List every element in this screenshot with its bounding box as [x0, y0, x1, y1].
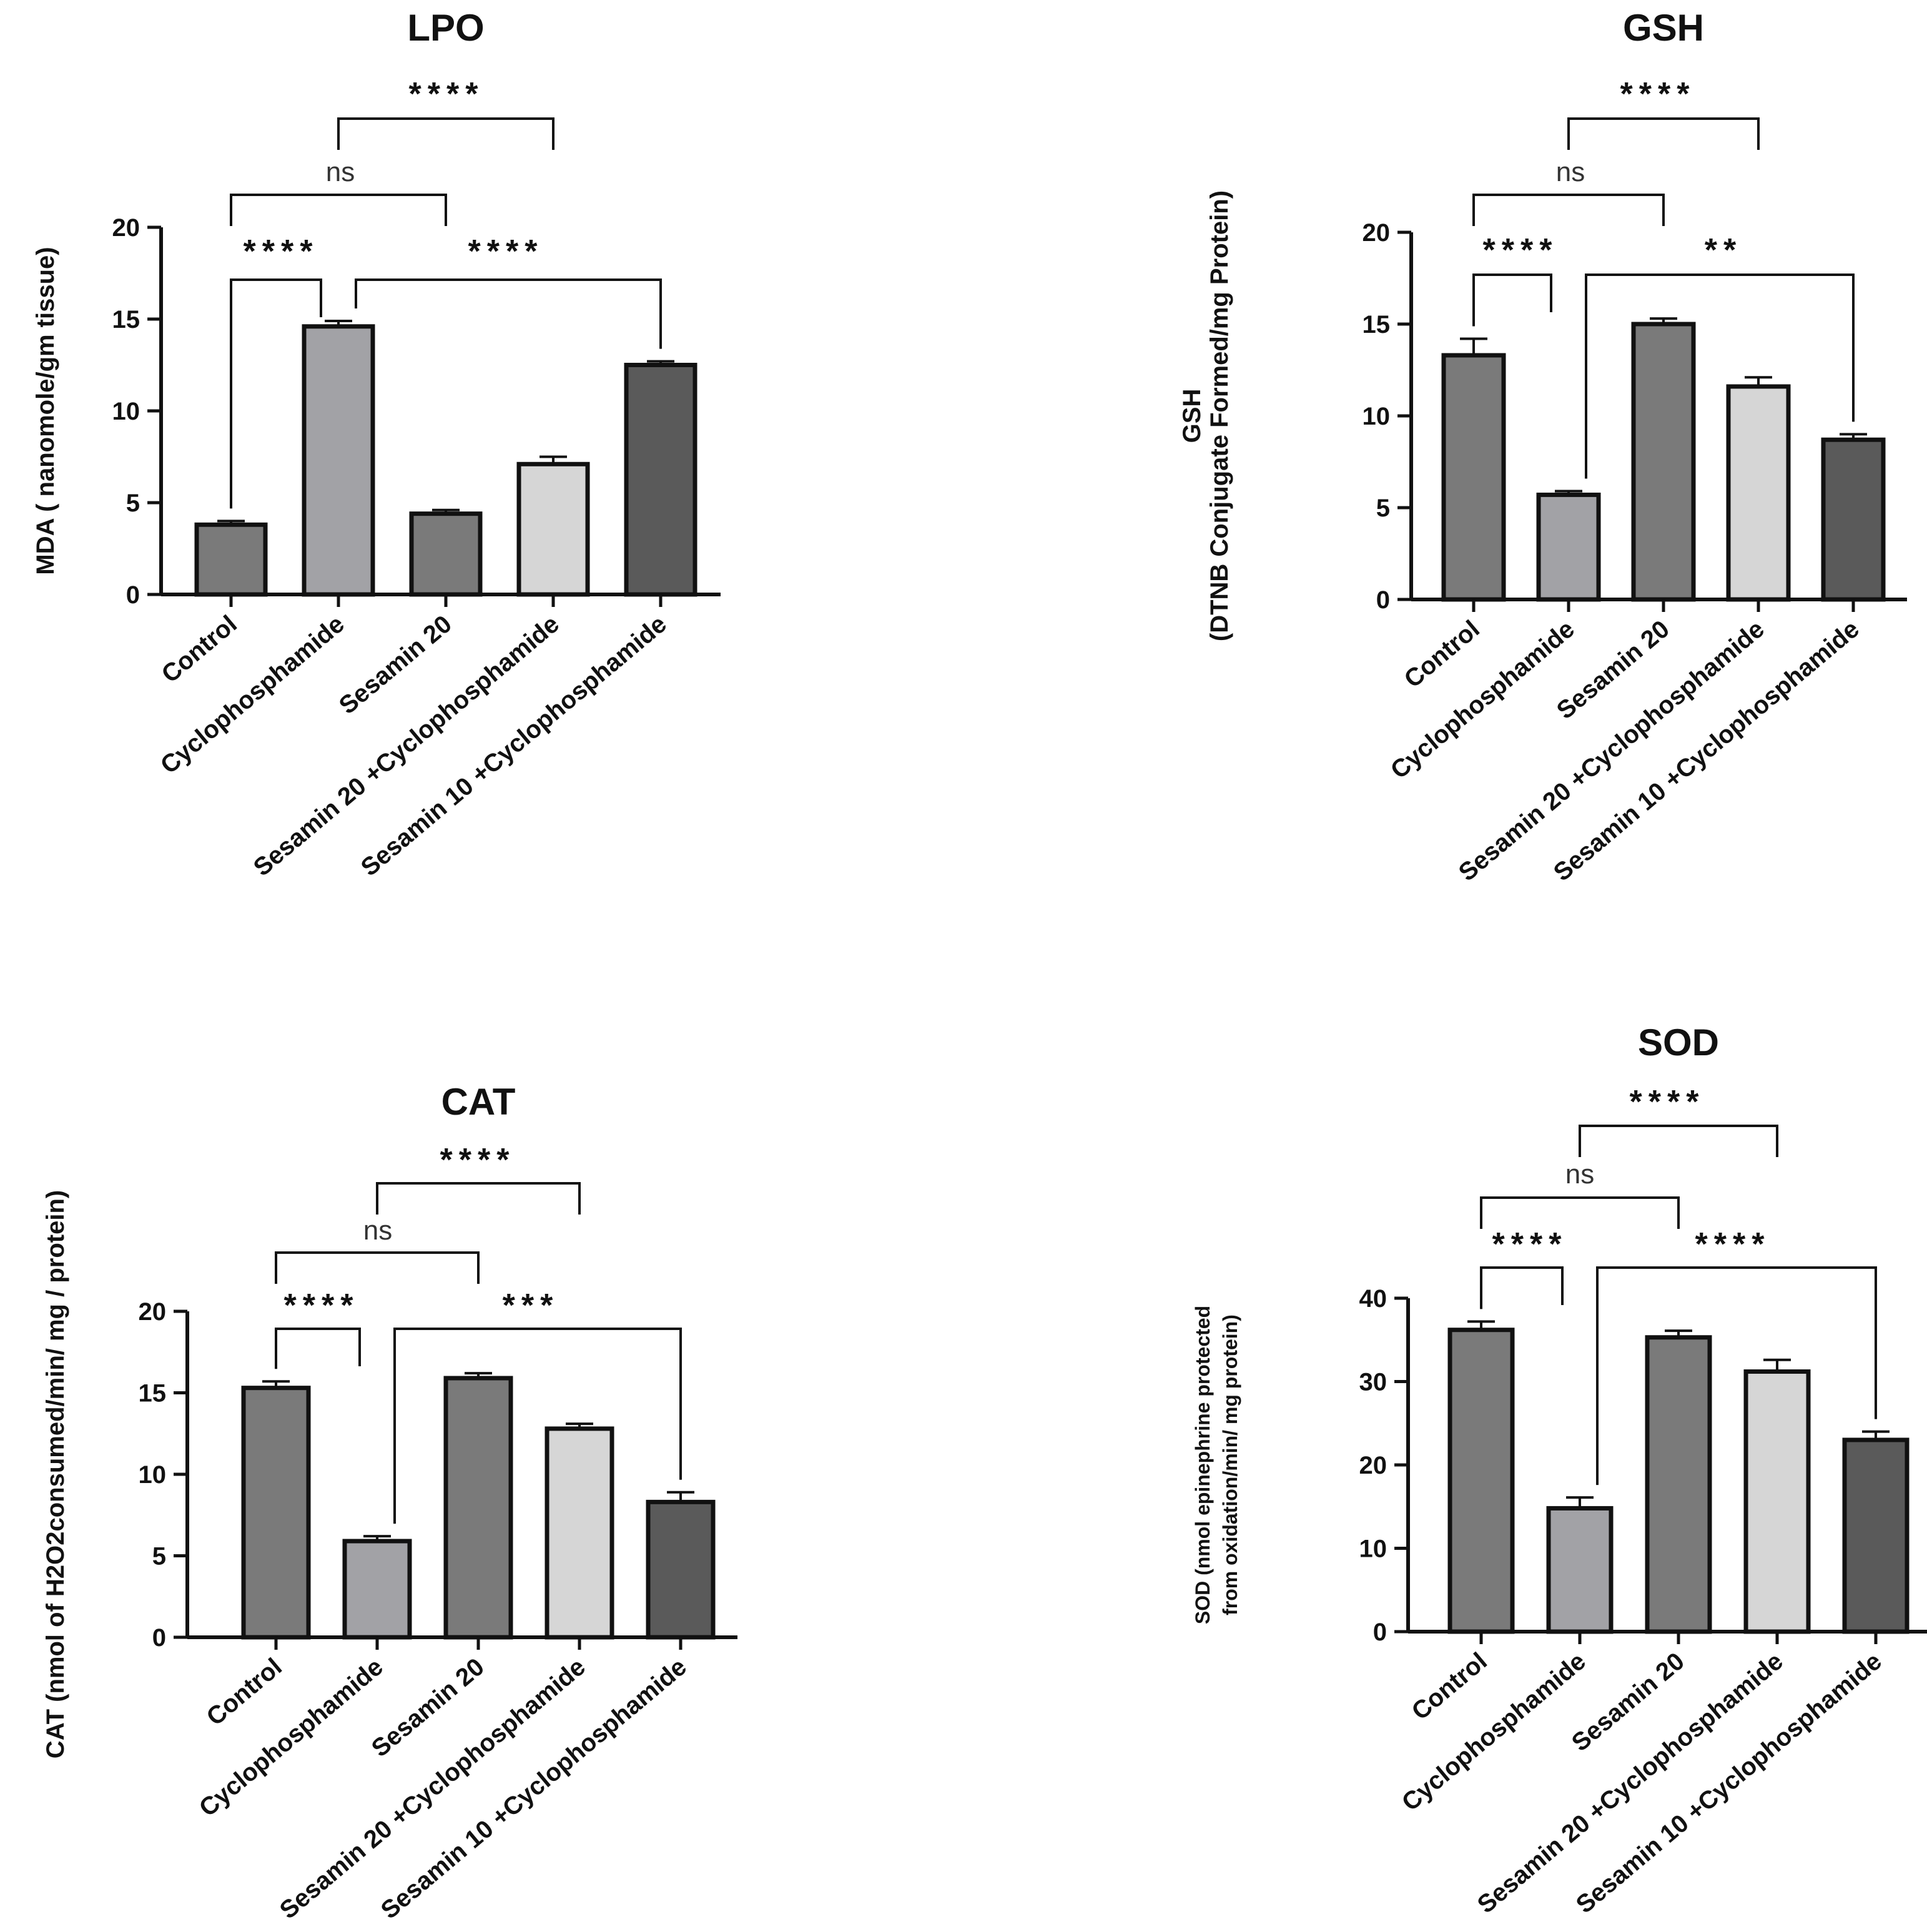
chart-sod: SOD SOD (nmol epinephrine protected from o…	[1191, 1022, 1927, 1919]
y-tick-label: 0	[126, 581, 140, 609]
y-tick-label: 10	[1363, 403, 1391, 430]
category-label: Control	[202, 1653, 287, 1731]
significance-label: ns	[326, 157, 355, 187]
chart-title: GSH	[1623, 7, 1704, 49]
y-tick-label: 15	[1363, 311, 1391, 338]
significance-bracket	[1596, 1266, 1877, 1486]
bar	[1546, 1506, 1614, 1634]
chart-cat: CAT CAT (nmol of H2O2consumed/min/ mg / p…	[42, 1081, 737, 1925]
significance-label: ns	[363, 1215, 392, 1246]
bar	[409, 511, 483, 597]
y-tick-label: 20	[112, 214, 140, 242]
significance-bracket	[230, 194, 447, 226]
category-label: Control	[1407, 1647, 1492, 1725]
y-axis-label: MDA ( nanomole/gm tissue)	[32, 247, 59, 574]
significance-label: ****	[1620, 76, 1696, 112]
significance-bracket	[275, 1251, 480, 1284]
bar	[241, 1386, 311, 1640]
category-label: Control	[157, 610, 242, 688]
bar	[1842, 1437, 1910, 1634]
y-tick-label: 20	[1359, 1452, 1387, 1479]
y-tick-label: 5	[152, 1543, 166, 1570]
y-axis-label: (DTNB Conjugate Formed/mg Protein)	[1206, 190, 1233, 641]
significance-label: ****	[440, 1142, 516, 1178]
significance-label: ****	[284, 1288, 360, 1324]
bar	[342, 1539, 412, 1640]
category-label: Control	[1399, 615, 1485, 693]
significance-bracket	[230, 278, 322, 509]
bar	[1536, 492, 1601, 602]
significance-bracket	[1480, 1266, 1564, 1309]
bar	[1631, 322, 1696, 602]
significance-bracket	[337, 117, 554, 150]
y-axis-label: from oxidation/min/ mg protein)	[1219, 1314, 1241, 1615]
y-tick-label: 0	[152, 1624, 166, 1652]
y-tick-label: 20	[139, 1298, 167, 1326]
y-tick-label: 15	[112, 306, 140, 333]
bar	[194, 522, 268, 597]
chart-lpo: LPO MDA ( nanomole/gm tissue) 0 5 10 15 20 Cont…	[32, 7, 721, 882]
bar	[1726, 384, 1791, 602]
bar	[443, 1376, 513, 1640]
significance-label: ****	[244, 234, 319, 270]
category-label: Cyclophosphamide	[194, 1653, 388, 1822]
significance-bracket	[1585, 274, 1855, 479]
significance-label: ****	[1695, 1226, 1771, 1263]
y-tick-label: 0	[1373, 1619, 1387, 1646]
y-tick-label: 15	[139, 1380, 167, 1407]
bar	[1447, 1328, 1515, 1634]
bar	[545, 1426, 614, 1640]
significance-label: ****	[468, 234, 544, 270]
y-axis-label: SOD (nmol epinephrine protected	[1191, 1306, 1214, 1624]
significance-bracket	[355, 278, 662, 349]
significance-label: ****	[409, 76, 485, 112]
y-tick-label: 10	[112, 398, 140, 425]
bar	[1821, 437, 1886, 602]
y-tick-label: 20	[1363, 219, 1391, 247]
significance-label: **	[1705, 232, 1742, 269]
significance-bracket	[275, 1328, 361, 1369]
significance-bracket	[393, 1328, 682, 1524]
significance-label: ****	[1492, 1226, 1568, 1263]
significance-label: ****	[1483, 232, 1559, 269]
chart-title: CAT	[441, 1081, 516, 1123]
y-tick-label: 5	[1376, 495, 1390, 522]
significance-bracket	[1480, 1196, 1680, 1229]
y-tick-label: 5	[126, 490, 140, 517]
y-axis-label: GSH	[1178, 389, 1206, 443]
significance-bracket	[1472, 194, 1665, 226]
category-label: Cyclophosphamide	[1397, 1647, 1591, 1816]
y-axis-label: CAT (nmol of H2O2consumed/min/ mg / prot…	[42, 1190, 69, 1758]
significance-label: ***	[503, 1288, 559, 1324]
significance-bracket	[1579, 1125, 1778, 1157]
bar	[624, 363, 697, 597]
bar	[646, 1499, 716, 1640]
bar	[516, 461, 590, 597]
chart-title: LPO	[407, 7, 484, 49]
y-tick-label: 0	[1376, 586, 1390, 614]
y-tick-label: 40	[1359, 1285, 1387, 1313]
y-tick-label: 10	[139, 1461, 167, 1489]
category-label: Cyclophosphamide	[155, 610, 350, 779]
chart-title: SOD	[1638, 1022, 1719, 1063]
significance-label: ns	[1556, 157, 1585, 187]
significance-bracket	[1472, 274, 1552, 327]
significance-bracket	[1567, 117, 1760, 150]
bar	[302, 324, 375, 597]
bar	[1441, 353, 1506, 602]
bar	[1743, 1369, 1811, 1634]
y-tick-label: 10	[1359, 1535, 1387, 1563]
significance-label: ****	[1630, 1084, 1705, 1120]
bar	[1645, 1335, 1712, 1634]
significance-bracket	[376, 1182, 581, 1215]
significance-label: ns	[1565, 1159, 1594, 1190]
category-label: Cyclophosphamide	[1386, 615, 1580, 784]
y-tick-label: 30	[1359, 1369, 1387, 1396]
